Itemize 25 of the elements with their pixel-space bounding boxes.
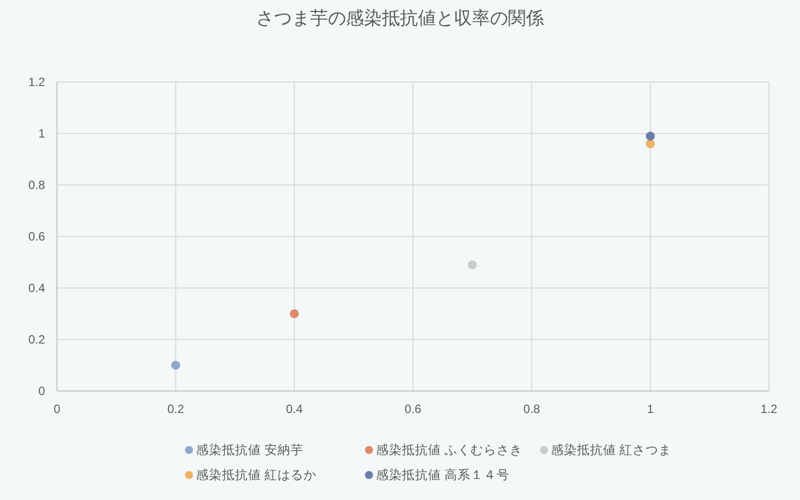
- y-tick-label: 0.8: [28, 178, 46, 192]
- x-tick-label: 0: [54, 402, 61, 416]
- y-tick-label: 1.2: [28, 75, 46, 89]
- legend-label: 感染抵抗値 ふくむらさき: [376, 443, 522, 457]
- chart-title: さつま芋の感染抵抗値と収率の関係: [256, 8, 544, 28]
- y-tick-label: 0.4: [28, 281, 46, 295]
- point: [290, 309, 299, 318]
- x-tick-label: 0.8: [523, 402, 540, 416]
- point: [468, 260, 477, 270]
- x-tick-label: 1: [646, 402, 654, 416]
- x-tick-label: 0.4: [286, 402, 303, 416]
- x-tick-label: 1.2: [760, 402, 778, 416]
- legend-label: 感染抵抗値 紅はるか: [196, 468, 316, 482]
- x-tick-label: 0.2: [167, 402, 184, 416]
- y-tick-label: 0.6: [28, 230, 46, 244]
- y-tick-label: 0.2: [28, 332, 46, 346]
- legend-label: 感染抵抗値 高系１４号: [376, 467, 510, 482]
- x-tick-label: 0.6: [404, 402, 422, 416]
- point: [646, 132, 655, 141]
- legend-label: 感染抵抗値 紅さつま: [551, 443, 672, 457]
- y-tick-label: 1: [38, 126, 46, 140]
- point: [646, 139, 655, 148]
- y-tick-label: 0: [38, 384, 46, 398]
- point: [171, 360, 180, 370]
- legend-label: 感染抵抗値 安納芋: [196, 442, 304, 457]
